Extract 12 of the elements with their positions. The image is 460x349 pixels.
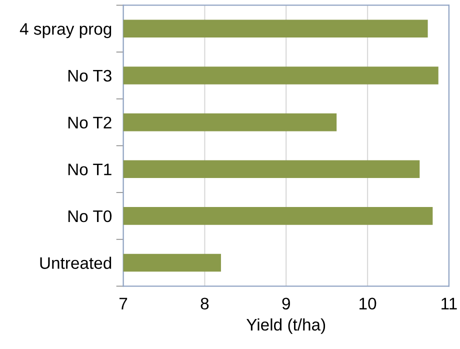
x-tick-label: 8 [200,298,209,310]
y-tick-label: No T0 [68,210,112,222]
x-axis-title: Yield (t/ha) [246,318,326,334]
x-tick-label: 7 [120,298,128,310]
y-tick-label: 4 spray prog [20,23,112,38]
x-tick-label: 9 [282,298,290,310]
y-tick-label: No T1 [68,164,112,176]
y-tick-label: No T2 [68,116,112,128]
y-tick-label: No T3 [68,70,112,82]
y-tick-label: Untreated [40,256,112,269]
x-tick-label: 10 [360,298,376,310]
x-tick-label: 11 [442,298,457,310]
